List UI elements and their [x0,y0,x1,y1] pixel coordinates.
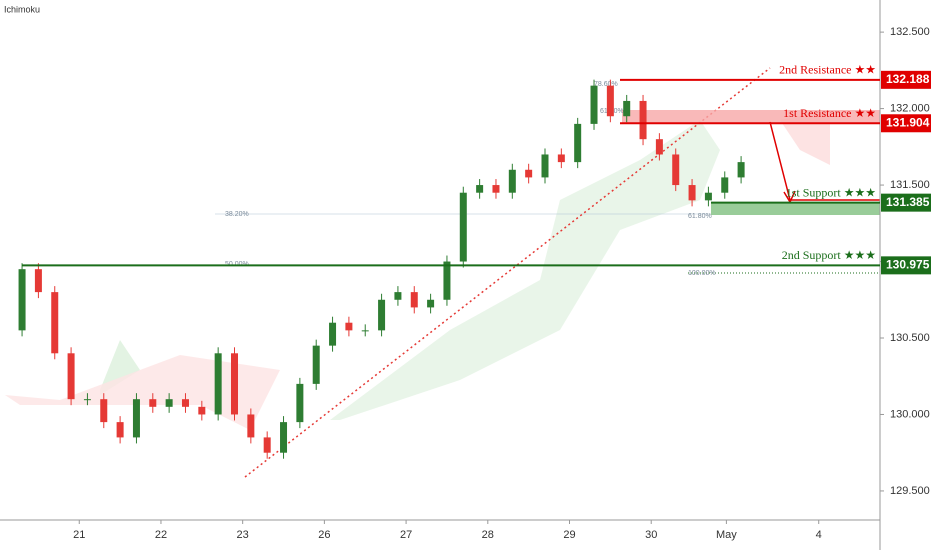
candle-body [280,422,288,453]
x-tick-label: 22 [155,529,167,541]
price-tag-label: 131.385 [886,195,930,209]
candle-body [525,169,533,178]
candle-body [67,353,75,400]
level-label: 1st Resistance ★★ [783,106,876,120]
candle-body [557,154,565,163]
x-tick-label: 30 [645,529,657,541]
candle-body [83,399,91,401]
candle-body [231,353,239,415]
candle-body [688,185,696,201]
fib-label: 100.00% [688,270,716,277]
y-tick-label: 132.500 [890,26,930,38]
price-tag [881,193,931,212]
candle-body [165,399,173,407]
candle-body [508,169,516,193]
fib-label: 78.60% [594,81,618,88]
x-tick-label: May [716,529,737,541]
candle-body [247,414,255,438]
candle-body [34,269,42,293]
level-label: 2nd Resistance ★★ [779,63,876,77]
x-tick-label: 4 [816,529,822,541]
candle-body [18,269,26,331]
resistance-zone [622,110,880,124]
ichimoku-cloud [330,120,720,420]
price-tag [881,256,931,275]
candle-body [361,330,369,332]
x-tick-label: 23 [237,529,249,541]
trend-line [244,67,771,478]
candle-body [541,154,549,178]
candle-body [606,85,614,117]
candle-body [459,192,467,262]
candle-body [214,353,222,415]
candle-body [574,123,582,163]
indicator-label: Ichimoku [4,4,40,14]
candle-body [704,192,712,201]
arrow [769,121,880,201]
x-tick-label: 27 [400,529,412,541]
candle-body [100,399,108,423]
price-tag-label: 132.188 [886,72,930,86]
fib-label: 38.20% [225,211,249,218]
candle-body [721,177,729,193]
y-tick-label: 130.000 [890,408,930,420]
x-tick-label: 21 [73,529,85,541]
support-zone [711,203,880,215]
candle-body [263,437,271,453]
x-tick-label: 28 [482,529,494,541]
level-label: 1st Support ★★★ [786,185,876,199]
x-tick-label: 29 [563,529,575,541]
y-tick-label: 129.500 [890,485,930,497]
candle-body [476,185,484,193]
candle-body [394,292,402,300]
candle-body [427,299,435,308]
y-tick-label: 131.500 [890,179,930,191]
candle-body [149,399,157,407]
candle-body [312,345,320,384]
candle-body [492,185,500,193]
candle-body [623,100,631,117]
candle-body [590,85,598,124]
candle-body [329,322,337,346]
price-tag-label: 130.975 [886,258,930,272]
fib-label: 61.80% [688,213,712,220]
candle-body [51,292,59,354]
candle-body [378,299,386,331]
y-tick-label: 130.500 [890,332,930,344]
candle-body [116,422,124,438]
candle-body [198,406,206,415]
price-tag [881,114,931,133]
candle-body [655,139,663,155]
candle-body [296,383,304,423]
y-tick-label: 132.000 [890,102,930,114]
candle-body [345,322,353,331]
level-label: 2nd Support ★★★ [782,248,876,262]
candle-body [181,399,189,407]
candle-body [132,399,140,438]
ichimoku-cloud [5,355,280,430]
candle-body [672,154,680,186]
price-tag-label: 131.904 [886,115,930,129]
x-tick-label: 26 [318,529,330,541]
fib-label: 50.00% [225,261,249,268]
price-tag [881,70,931,89]
candle-body [639,100,647,140]
candle-body [443,261,451,300]
candle-body [410,292,418,308]
candle-body [737,162,745,178]
